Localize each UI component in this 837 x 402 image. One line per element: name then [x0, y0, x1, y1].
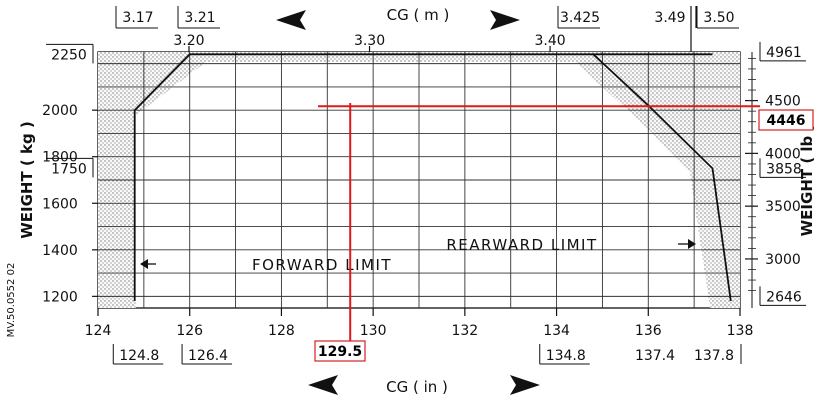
- forward-limit-arrow: [140, 259, 156, 269]
- top-boxed-value: 3.21: [184, 10, 215, 26]
- right-boxed-value: 3858: [766, 161, 802, 177]
- right-tick-label: 4500: [765, 94, 801, 110]
- x-tick-label: 138: [727, 323, 754, 339]
- top-extra-value: 3.49: [654, 10, 685, 26]
- y-tick-label: 1400: [42, 243, 78, 259]
- right-tick-label: 3000: [765, 252, 801, 268]
- x-extra-value: 137.4: [635, 348, 675, 364]
- right-tick-label: 4000: [765, 146, 801, 162]
- x-tick-label: 124: [85, 323, 112, 339]
- top-tick-label: 3.40: [534, 33, 565, 49]
- y-boxed-value: 1750: [51, 161, 87, 177]
- x-boxed-value: 134.8: [546, 348, 586, 364]
- y-tick-label: 1600: [42, 196, 78, 212]
- top-boxed-value: 3.17: [122, 10, 153, 26]
- top-axis-title: CG ( m ): [387, 6, 450, 24]
- callout-weight-text: 4446: [767, 113, 806, 129]
- envelope-lines: [133, 53, 732, 302]
- chart-grid: [98, 52, 740, 308]
- y-boxed-value: 2250: [51, 47, 87, 63]
- cg-m-arrows: [276, 10, 520, 30]
- right-tick-label: 3500: [765, 199, 801, 215]
- y-tick-label: 2000: [42, 103, 78, 119]
- x-axis-title: CG ( in ): [386, 378, 448, 396]
- x-tick-label: 128: [268, 323, 295, 339]
- y-axis-left-title: WEIGHT ( kg ): [18, 121, 36, 239]
- x-tick-label: 134: [543, 323, 570, 339]
- right-boxed-value: 2646: [766, 289, 802, 305]
- y-tick-label: 1800: [42, 150, 78, 166]
- top-tick-label: 3.30: [354, 33, 385, 49]
- top-boxed-value: 3.50: [703, 10, 734, 26]
- y-axis-right-title: WEIGHT ( lb ): [798, 124, 816, 237]
- cg-in-arrows: [308, 375, 540, 395]
- series-label-rearward: REARWARD LIMIT: [446, 236, 597, 254]
- x-tick-label: 136: [635, 323, 662, 339]
- x-tick-label: 132: [451, 323, 478, 339]
- top-tick-label: 3.20: [173, 33, 204, 49]
- reading-lines: [318, 103, 760, 343]
- callout-weight: 4446: [758, 109, 814, 131]
- callout-cg-text: 129.5: [318, 344, 362, 360]
- x-tick-label: 130: [360, 323, 387, 339]
- drawing-number: MV.50.0552 02: [6, 263, 17, 338]
- rearward-limit-arrow: [678, 239, 696, 249]
- series-label-forward: FORWARD LIMIT: [252, 256, 392, 274]
- x-tick-label: 126: [176, 323, 203, 339]
- x-extra-value: 137.8: [694, 348, 734, 364]
- excluded-zones: [98, 52, 740, 308]
- tick-labels: 124 126 128 130 132 134 136 138 124.8 126.4 134.8 1…: [42, 6, 806, 365]
- x-boxed-value: 126.4: [188, 348, 228, 364]
- x-boxed-value: 124.8: [119, 348, 159, 364]
- right-boxed-value: 4961: [766, 45, 802, 61]
- envelope-line-rearward: [592, 53, 732, 302]
- callout-cg: 129.5: [314, 340, 366, 362]
- top-boxed-value: 3.425: [560, 10, 600, 26]
- y-tick-label: 1200: [42, 289, 78, 305]
